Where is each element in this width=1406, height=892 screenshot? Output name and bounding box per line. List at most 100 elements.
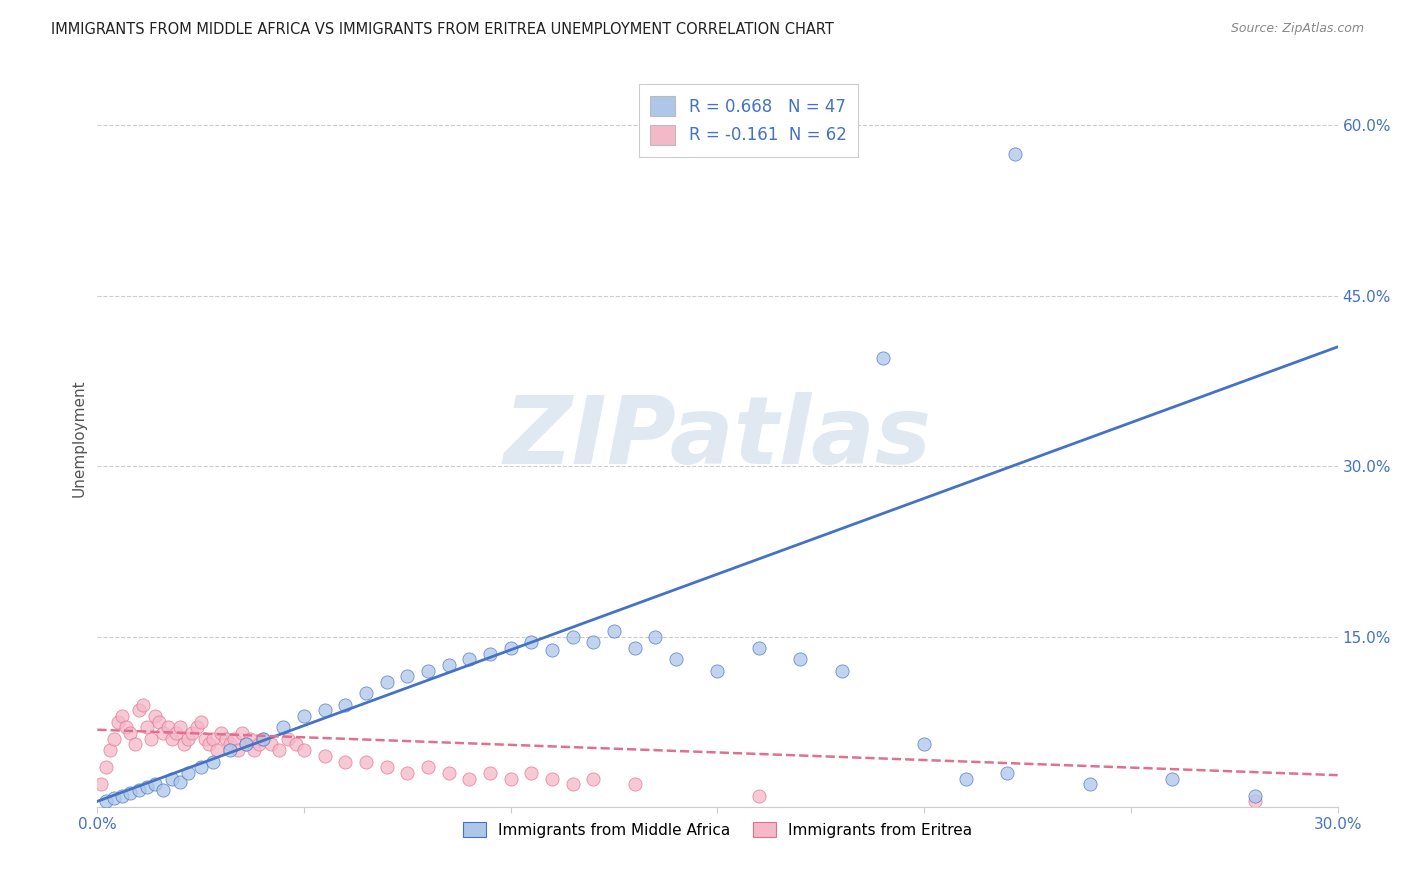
Point: [416, 664, 439, 678]
Point: [124, 738, 146, 752]
Point: [128, 783, 150, 797]
Point: [209, 726, 232, 740]
Point: [202, 731, 225, 746]
Point: [561, 777, 583, 791]
Point: [335, 755, 357, 769]
Point: [748, 789, 770, 803]
Point: [644, 630, 666, 644]
Point: [152, 726, 174, 740]
Point: [132, 698, 155, 712]
Point: [284, 738, 307, 752]
Point: [375, 675, 398, 690]
Point: [90, 777, 112, 791]
Point: [136, 780, 159, 794]
Point: [499, 640, 522, 655]
Point: [231, 726, 253, 740]
Point: [582, 772, 605, 786]
Point: [186, 721, 208, 735]
Point: [665, 652, 688, 666]
Point: [269, 743, 291, 757]
Point: [520, 635, 543, 649]
Point: [107, 714, 129, 729]
Point: [458, 772, 481, 786]
Point: [148, 714, 170, 729]
Point: [177, 765, 200, 780]
Point: [136, 721, 159, 735]
Point: [165, 726, 187, 740]
Point: [94, 794, 117, 808]
Point: [202, 755, 225, 769]
Point: [160, 731, 183, 746]
Point: [156, 721, 179, 735]
Point: [190, 760, 212, 774]
Point: [111, 709, 134, 723]
Point: [194, 731, 217, 746]
Point: [624, 640, 647, 655]
Point: [520, 765, 543, 780]
Point: [277, 731, 299, 746]
Point: [396, 669, 419, 683]
Point: [218, 743, 240, 757]
Point: [955, 772, 977, 786]
Point: [437, 765, 460, 780]
Point: [541, 772, 564, 786]
Point: [243, 743, 266, 757]
Point: [292, 743, 315, 757]
Point: [458, 652, 481, 666]
Point: [706, 664, 728, 678]
Point: [260, 738, 283, 752]
Point: [160, 772, 183, 786]
Point: [120, 786, 142, 800]
Point: [169, 775, 191, 789]
Point: [214, 731, 236, 746]
Point: [111, 789, 134, 803]
Point: [292, 709, 315, 723]
Point: [561, 630, 583, 644]
Point: [190, 714, 212, 729]
Point: [173, 738, 195, 752]
Point: [247, 738, 270, 752]
Text: ZIPatlas: ZIPatlas: [503, 392, 932, 483]
Point: [872, 351, 894, 366]
Point: [416, 760, 439, 774]
Point: [273, 721, 295, 735]
Point: [479, 765, 502, 780]
Point: [103, 791, 125, 805]
Point: [152, 783, 174, 797]
Point: [252, 731, 274, 746]
Legend: R = 0.668   N = 47, R = -0.161  N = 62: R = 0.668 N = 47, R = -0.161 N = 62: [638, 84, 858, 157]
Point: [314, 703, 336, 717]
Point: [396, 765, 419, 780]
Point: [375, 760, 398, 774]
Point: [239, 731, 262, 746]
Text: IMMIGRANTS FROM MIDDLE AFRICA VS IMMIGRANTS FROM ERITREA UNEMPLOYMENT CORRELATIO: IMMIGRANTS FROM MIDDLE AFRICA VS IMMIGRA…: [51, 22, 834, 37]
Point: [222, 731, 245, 746]
Point: [235, 738, 257, 752]
Point: [169, 721, 191, 735]
Point: [479, 647, 502, 661]
Point: [789, 652, 811, 666]
Point: [437, 657, 460, 672]
Point: [252, 731, 274, 746]
Point: [1244, 794, 1267, 808]
Point: [995, 765, 1018, 780]
Point: [177, 731, 200, 746]
Point: [128, 703, 150, 717]
Point: [335, 698, 357, 712]
Point: [115, 721, 138, 735]
Point: [354, 755, 377, 769]
Point: [314, 748, 336, 763]
Point: [1078, 777, 1101, 791]
Point: [103, 731, 125, 746]
Point: [1161, 772, 1184, 786]
Point: [143, 709, 166, 723]
Y-axis label: Unemployment: Unemployment: [72, 379, 86, 497]
Point: [98, 743, 121, 757]
Point: [1004, 146, 1026, 161]
Point: [582, 635, 605, 649]
Point: [541, 643, 564, 657]
Point: [1244, 789, 1267, 803]
Point: [198, 738, 221, 752]
Point: [831, 664, 853, 678]
Point: [139, 731, 162, 746]
